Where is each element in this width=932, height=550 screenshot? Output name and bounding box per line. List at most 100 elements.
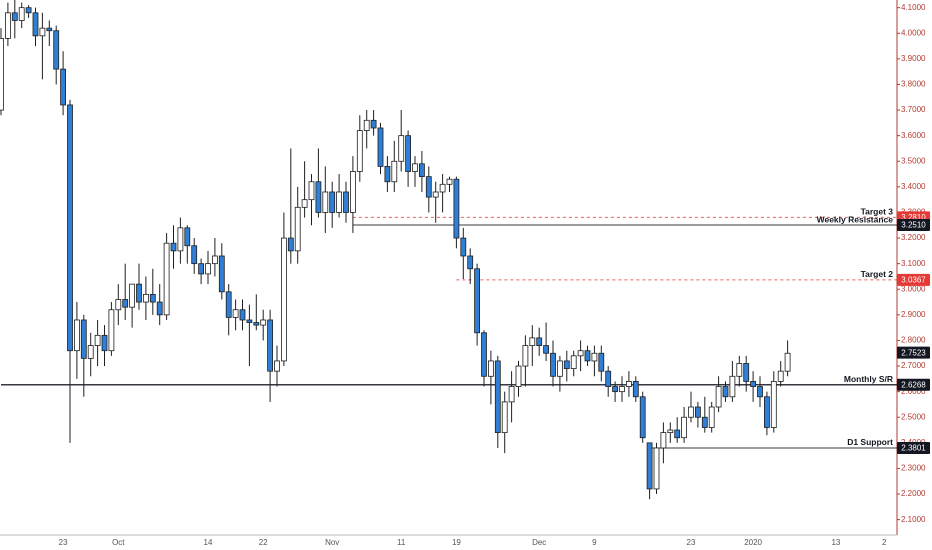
candle-body: [515, 365, 522, 387]
candle-body: [101, 334, 108, 352]
candle-body: [591, 352, 598, 362]
candle-body: [487, 360, 494, 377]
candle-body: [743, 363, 750, 382]
candle-body: [218, 255, 225, 293]
candle-body: [11, 12, 18, 21]
candle-body: [322, 191, 329, 213]
candle-body: [136, 283, 142, 303]
candle-body: [246, 319, 253, 323]
last-price-label: 2.7523: [901, 348, 926, 357]
x-tick-label: 9: [592, 538, 597, 547]
candle-body: [184, 227, 191, 247]
level-label: Monthly S/R: [844, 374, 893, 384]
y-tick-label: 2.5000: [901, 412, 926, 421]
candle-body: [425, 176, 432, 198]
candle-body: [377, 127, 384, 167]
x-tick-label: 23: [687, 538, 696, 547]
price-tag: [897, 378, 930, 391]
x-tick-label: 23: [59, 538, 68, 547]
candle-body: [315, 181, 322, 213]
price-tag: [897, 273, 930, 286]
level-label: Target 3: [861, 207, 894, 217]
candle-body: [777, 370, 784, 382]
x-tick-label: 2020: [744, 538, 762, 547]
candle-body: [74, 319, 80, 352]
last-price-tag: [897, 346, 930, 359]
candle-body: [232, 309, 239, 318]
candle-body: [632, 381, 639, 398]
candle-body: [660, 432, 667, 449]
price-tag: [897, 219, 930, 232]
y-tick-label: 3.1000: [901, 259, 926, 268]
y-tick-label: 3.4000: [901, 182, 926, 191]
price-tag: [897, 441, 930, 454]
candle-body: [701, 416, 708, 428]
candle-body: [398, 135, 405, 162]
candle-body: [156, 301, 163, 316]
candle-body: [522, 345, 529, 367]
x-tick-label: Dec: [532, 538, 546, 547]
candle-body: [211, 255, 218, 265]
candle-body: [225, 291, 232, 318]
x-tick-label: 19: [452, 538, 461, 547]
x-tick-label: Oct: [112, 538, 125, 547]
candle-body: [494, 360, 501, 434]
candle-body: [370, 119, 377, 129]
candle-body: [446, 178, 453, 185]
candle-body: [715, 386, 722, 408]
candle-body: [46, 27, 53, 32]
candle-body: [598, 352, 605, 372]
price-tag-label: 2.3801: [901, 444, 926, 453]
candle-body: [108, 309, 115, 352]
candle-body: [170, 242, 177, 252]
candle-body: [412, 163, 418, 172]
candle-body: [770, 381, 777, 428]
candle-body: [260, 319, 267, 326]
candle-body: [191, 245, 198, 265]
candle-body: [163, 242, 170, 316]
candle-body: [570, 355, 577, 370]
candle-body: [115, 299, 122, 311]
candle-body: [688, 406, 694, 418]
candle-body: [750, 381, 756, 387]
candle-body: [122, 299, 129, 308]
candle-body: [94, 334, 101, 346]
candle-body: [294, 206, 301, 252]
candle-body: [695, 406, 701, 418]
candle-body: [453, 178, 460, 239]
candle-body: [142, 293, 149, 303]
candle-body: [405, 135, 412, 172]
candle-body: [674, 429, 681, 439]
candle-body: [198, 263, 205, 275]
candle-body: [39, 27, 46, 37]
candle-body: [32, 12, 39, 37]
y-tick-label: 3.8000: [901, 80, 926, 89]
candle-body: [639, 396, 646, 439]
x-tick-label: 13: [831, 538, 840, 547]
candle-body: [25, 7, 32, 14]
candle-body: [626, 381, 632, 387]
candle-body: [536, 337, 543, 346]
y-tick-label: 2.6000: [901, 387, 926, 396]
candle-body: [757, 386, 763, 398]
candle-body: [612, 386, 618, 393]
candle-body: [287, 237, 294, 252]
candle-body: [529, 337, 536, 346]
candle-body: [177, 227, 184, 252]
candle-body: [584, 350, 591, 362]
y-tick-label: 2.8000: [901, 336, 926, 345]
x-tick-label: 11: [397, 538, 406, 547]
candle-body: [722, 386, 729, 398]
y-tick-label: 3.2000: [901, 233, 926, 242]
candle-body: [432, 191, 439, 198]
candle-body: [681, 416, 687, 439]
candle-body: [653, 447, 660, 490]
candle-body: [274, 360, 280, 372]
level-label: Target 2: [861, 269, 894, 279]
candle-body: [508, 386, 515, 403]
x-tick-label: 22: [259, 538, 268, 547]
y-tick-label: 3.5000: [901, 156, 926, 165]
candle-body: [467, 255, 474, 270]
